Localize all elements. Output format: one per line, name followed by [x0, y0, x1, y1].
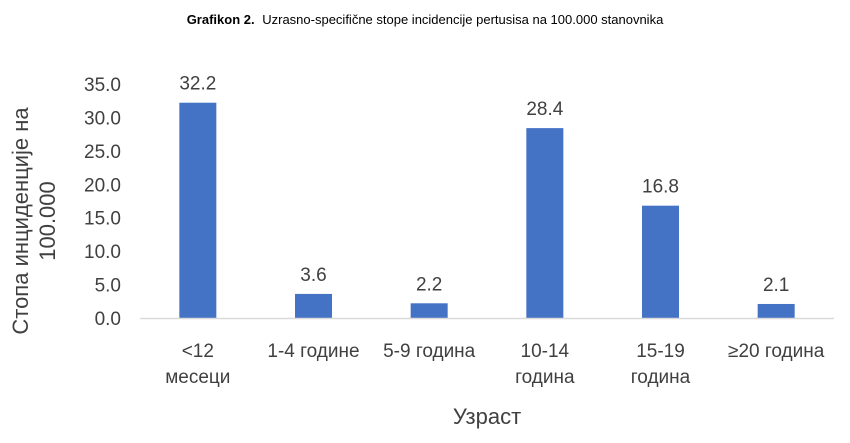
y-tick-label: 20.0 [84, 175, 121, 196]
x-axis-title: Узраст [453, 404, 521, 429]
y-tick-label: 0.0 [95, 309, 121, 330]
chart-title-prefix: Grafikon 2. [187, 12, 255, 27]
x-axis-ticks: <12 месеци 1-4 године 5-9 година 10-14 година… [165, 341, 824, 388]
data-label: 28.4 [526, 99, 563, 120]
y-tick-label: 5.0 [95, 276, 121, 297]
bar [642, 205, 679, 318]
bar [295, 293, 332, 318]
y-tick-label: 15.0 [84, 209, 121, 230]
x-tick-label: 15-19 година [631, 341, 691, 388]
x-tick-label: <12 месеци [165, 341, 230, 388]
x-tick-label: 5-9 година [383, 341, 476, 362]
data-label: 2.2 [416, 274, 442, 295]
y-tick-label: 35.0 [84, 75, 121, 96]
y-tick-label: 30.0 [84, 108, 121, 129]
data-label: 32.2 [179, 74, 216, 95]
data-labels: 32.2 3.6 2.2 28.4 16.8 2.1 [179, 74, 789, 296]
data-label: 3.6 [300, 265, 326, 286]
x-tick-label: ≥20 година [728, 341, 825, 362]
bar [526, 128, 564, 318]
x-tick-label: 1-4 године [267, 341, 359, 362]
bars [179, 102, 795, 318]
bar [179, 102, 217, 318]
chart-title-main: Uzrasno-specifične stope incidencije per… [262, 12, 664, 27]
x-tick-label: 10-14 година [515, 341, 575, 388]
chart-title: Grafikon 2. Uzrasno-specifične stope inc… [187, 12, 664, 27]
y-axis-ticks: 0.0 5.0 10.0 15.0 20.0 25.0 30.0 35.0 [84, 75, 121, 330]
bar [410, 303, 448, 318]
data-label: 2.1 [763, 275, 789, 296]
data-label: 16.8 [642, 177, 679, 198]
y-tick-label: 25.0 [84, 142, 121, 163]
y-tick-label: 10.0 [84, 242, 121, 263]
y-axis-title: Стопа инциденције на100.000 [8, 107, 60, 335]
bar [757, 303, 795, 318]
